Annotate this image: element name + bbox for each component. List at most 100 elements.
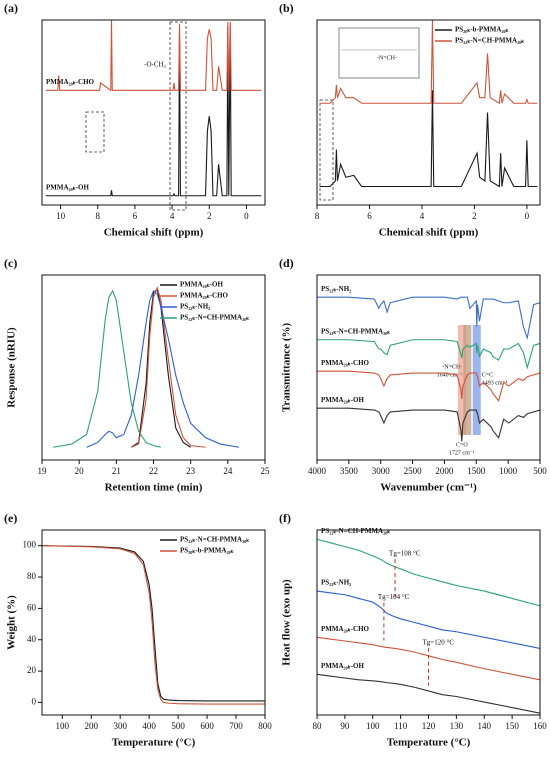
panel: (b) Chemical shift (ppm) 8 6 4 2 0 -N=CH- PS₂₀ₖ-… (279, 1, 541, 239)
x-axis-label: Temperature (°C) (387, 737, 471, 749)
panel-label: (a) (4, 1, 18, 15)
y-tick-label: 80 (27, 571, 37, 581)
x-tick-label: 600 (200, 721, 214, 731)
x-tick-label: 80 (313, 721, 323, 731)
y-tick-label: 0 (32, 697, 37, 707)
y-tick-label: 40 (27, 634, 37, 644)
panel-label: (f) (279, 511, 291, 525)
x-tick-label: 23 (186, 466, 196, 476)
x-tick-label: 300 (113, 721, 127, 731)
series-label: PS₁₂ₖ-NH₂ (321, 579, 351, 587)
panel: (a) Chemical shift (ppm) 10 8 6 4 2 0 -O-CH₃ PMMA… (4, 1, 266, 239)
series-line (319, 19, 538, 105)
y-tick-label: 60 (27, 602, 37, 612)
x-tick-label: 800 (258, 721, 272, 731)
band (457, 325, 466, 435)
legend-label: PS₁₂ₖ-N=CH-PMMA₂₀ₖ (455, 37, 524, 45)
x-tick-label: 8 (96, 211, 101, 221)
series-label: PMMA₂₀ₖ-OH (46, 183, 89, 191)
series-label: PMMA₂₀ₖ-OH (321, 662, 364, 670)
plot-frame (41, 274, 266, 461)
x-tick-label: 8 (315, 211, 320, 221)
x-tick-label: 400 (142, 721, 156, 731)
y-tick-label: 20 (27, 665, 37, 675)
y-tick-label: 100 (23, 540, 37, 550)
plot-frame (316, 274, 541, 461)
x-tick-label: 4 (420, 211, 425, 221)
series-line (317, 296, 541, 341)
band (463, 325, 472, 435)
x-tick-label: 2000 (435, 466, 454, 476)
x-axis-label: Retention time (min) (105, 482, 203, 494)
series-line (45, 19, 262, 92)
legend-label: PS₂₀ₖ-b-PMMA₂₀ₖ (455, 26, 509, 34)
x-tick-label: 200 (84, 721, 98, 731)
plot-frame (41, 19, 266, 206)
x-tick-label: 2 (472, 211, 477, 221)
x-axis-label: Temperature (°C) (112, 737, 196, 749)
x-tick-label: 19 (38, 466, 48, 476)
highlight-box (85, 111, 105, 153)
x-tick-label: 700 (229, 721, 243, 731)
series-label: PMMA₂₀ₖ-CHO (321, 625, 370, 633)
y-axis-label: Weight (%) (6, 595, 18, 650)
legend-label: PS₁₂ₖ-N=CH-PMMA₂₀ₖ (180, 314, 249, 322)
tg-label: Tg=120 °C (423, 638, 455, 646)
x-tick-label: 500 (533, 466, 547, 476)
series-line (130, 286, 206, 448)
x-tick-label: 0 (244, 211, 249, 221)
series-line (316, 673, 541, 714)
highlight-box (169, 21, 187, 211)
x-tick-label: 2500 (404, 466, 423, 476)
plot-frame (316, 529, 541, 716)
x-tick-label: 130 (450, 721, 464, 731)
x-axis-label: Wavenumber (cm⁻¹) (380, 482, 477, 494)
series-line (317, 407, 541, 442)
annotation: -N=CH- (377, 55, 397, 61)
series-line (317, 370, 541, 403)
series-line (316, 636, 541, 681)
panel: (f) Temperature (°C) Heat flow (exo up) 80 9… (279, 511, 547, 749)
x-tick-label: 100 (366, 721, 380, 731)
x-tick-label: 160 (533, 721, 547, 731)
series-line (86, 290, 240, 448)
x-tick-label: 3000 (372, 466, 391, 476)
legend-label: PS₁₂ₖ-NH₂ (180, 303, 210, 311)
band-label: C=O (456, 442, 468, 448)
series-label: PMMA₂₀ₖ-OH (321, 396, 364, 404)
x-tick-label: 24 (223, 466, 233, 476)
x-tick-label: 25 (261, 466, 271, 476)
band-label: C=C (482, 372, 493, 378)
tg-label: Tg=108 °C (389, 550, 421, 558)
series-label: PS₁₂ₖ-NH₂ (321, 285, 351, 293)
x-tick-label: 110 (394, 721, 408, 731)
plot-frame (316, 19, 541, 206)
x-tick-label: 10 (56, 211, 66, 221)
series-label: PMMA₂₀ₖ-CHO (46, 78, 95, 86)
x-tick-label: 1000 (499, 466, 517, 476)
series-line (41, 545, 265, 702)
y-axis-label: Transmittance (%) (281, 323, 293, 413)
x-tick-label: 3500 (340, 466, 359, 476)
x-tick-label: 6 (367, 211, 372, 221)
series-line (45, 27, 262, 197)
x-tick-label: 100 (56, 721, 70, 731)
series-label: PS₁₂ₖ-N=CH-PMMA₂₀ₖ (321, 327, 390, 335)
legend-label: PMMA₂₀ₖ-OH (180, 281, 223, 289)
x-tick-label: 1500 (467, 466, 486, 476)
x-tick-label: 90 (340, 721, 350, 731)
y-axis-label: Response (nRIU) (6, 327, 18, 408)
x-tick-label: 4 (170, 211, 175, 221)
panel-label: (d) (279, 256, 294, 270)
inset (338, 27, 420, 79)
x-axis-label: Chemical shift (ppm) (104, 227, 204, 239)
legend-label: PS₂₀ₖ-b-PMMA₂₀ₖ (180, 547, 234, 555)
x-tick-label: 120 (422, 721, 436, 731)
series-label: PS₁₂ₖ-N=CH-PMMA₂₀ₖ (321, 527, 390, 535)
tg-label: Tg=104 °C (378, 593, 410, 601)
band-sublabel: 1640 cm⁻¹ (437, 372, 463, 378)
x-tick-label: 4000 (308, 466, 327, 476)
series-line (316, 590, 541, 649)
